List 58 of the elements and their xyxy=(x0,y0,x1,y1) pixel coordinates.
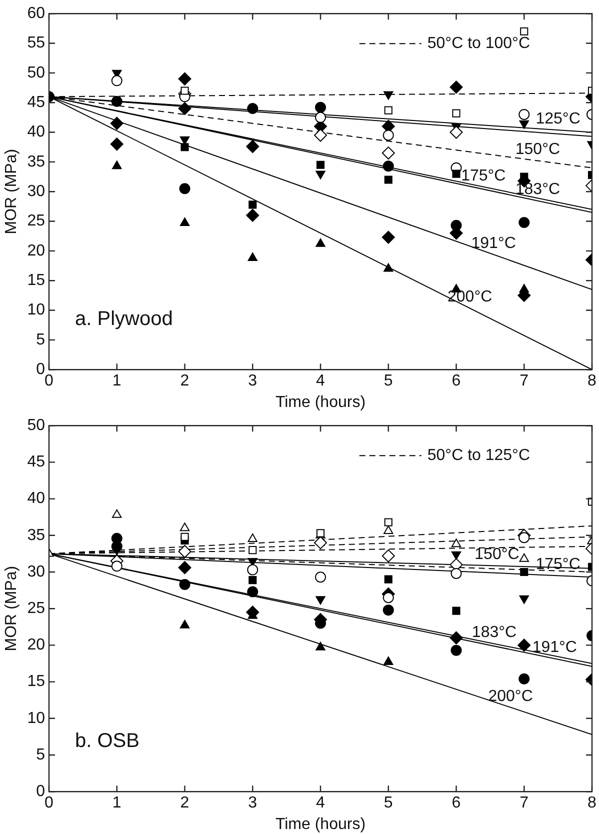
y-tick-label: 30 xyxy=(27,563,46,580)
annotation: 175°C xyxy=(461,167,506,184)
y-tick-label: 10 xyxy=(27,302,46,319)
y-tick-label: 20 xyxy=(27,636,46,654)
annotation: 191°C xyxy=(471,234,516,252)
y-tick-label: 45 xyxy=(27,454,46,471)
y-tick-label: 30 xyxy=(27,183,46,200)
x-tick-label: 3 xyxy=(248,372,258,390)
annotation: 200°C xyxy=(447,288,492,306)
y-axis-title: MOR (MPa) xyxy=(3,566,20,652)
y-tick-label: 55 xyxy=(27,34,46,52)
x-axis-title: Time (hours) xyxy=(275,816,366,833)
x-tick-label: 7 xyxy=(520,372,529,390)
annotation: 125°C xyxy=(536,110,580,128)
annotation: 183°C xyxy=(472,624,517,642)
y-tick-label: 45 xyxy=(27,94,46,112)
x-tick-label: 2 xyxy=(180,794,190,812)
x-tick-label: 4 xyxy=(316,794,326,812)
y-tick-label: 35 xyxy=(27,153,46,170)
x-tick-label: 7 xyxy=(520,794,529,812)
y-tick-label: 20 xyxy=(27,242,46,260)
x-tick-label: 8 xyxy=(588,372,597,390)
y-tick-label: 5 xyxy=(36,746,46,764)
y-tick-label: 15 xyxy=(27,272,46,290)
annotation: 150°C xyxy=(515,141,560,158)
annotation: 150°C xyxy=(474,546,520,564)
y-tick-label: 15 xyxy=(27,673,46,690)
y-tick-label: 40 xyxy=(27,490,46,508)
y-tick-label: 25 xyxy=(27,212,46,230)
y-tick-label: 35 xyxy=(27,526,46,544)
annotation: b. OSB xyxy=(74,730,140,752)
y-tick-label: 5 xyxy=(36,331,46,348)
y-tick-label: 0 xyxy=(36,361,46,378)
y-tick-label: 0 xyxy=(36,783,46,800)
x-tick-label: 5 xyxy=(384,372,393,390)
y-tick-label: 50 xyxy=(27,417,46,434)
x-axis-title: Time (hours) xyxy=(275,394,366,411)
y-tick-label: 40 xyxy=(27,124,46,141)
x-tick-label: 6 xyxy=(452,372,461,390)
y-tick-label: 50 xyxy=(27,64,46,82)
x-tick-label: 8 xyxy=(588,794,597,812)
x-tick-label: 5 xyxy=(384,794,393,812)
y-tick-label: 60 xyxy=(27,5,46,22)
legend-label: 50°C to 100°C xyxy=(427,35,530,52)
x-tick-label: 6 xyxy=(452,794,461,812)
x-tick-label: 2 xyxy=(180,372,190,390)
x-tick-label: 3 xyxy=(248,794,258,812)
legend-label: 50°C to 125°C xyxy=(427,447,530,464)
y-tick-label: 25 xyxy=(27,600,46,618)
y-axis-title: MOR (MPa) xyxy=(3,148,20,234)
annotation: 200°C xyxy=(488,688,533,705)
x-tick-label: 1 xyxy=(112,372,122,390)
x-tick-label: 4 xyxy=(316,372,326,390)
annotation: a. Plywood xyxy=(74,308,173,330)
y-tick-label: 10 xyxy=(27,710,46,727)
x-tick-label: 1 xyxy=(112,794,122,812)
annotation: 191°C xyxy=(532,639,577,656)
annotation: 183°C xyxy=(515,181,560,198)
